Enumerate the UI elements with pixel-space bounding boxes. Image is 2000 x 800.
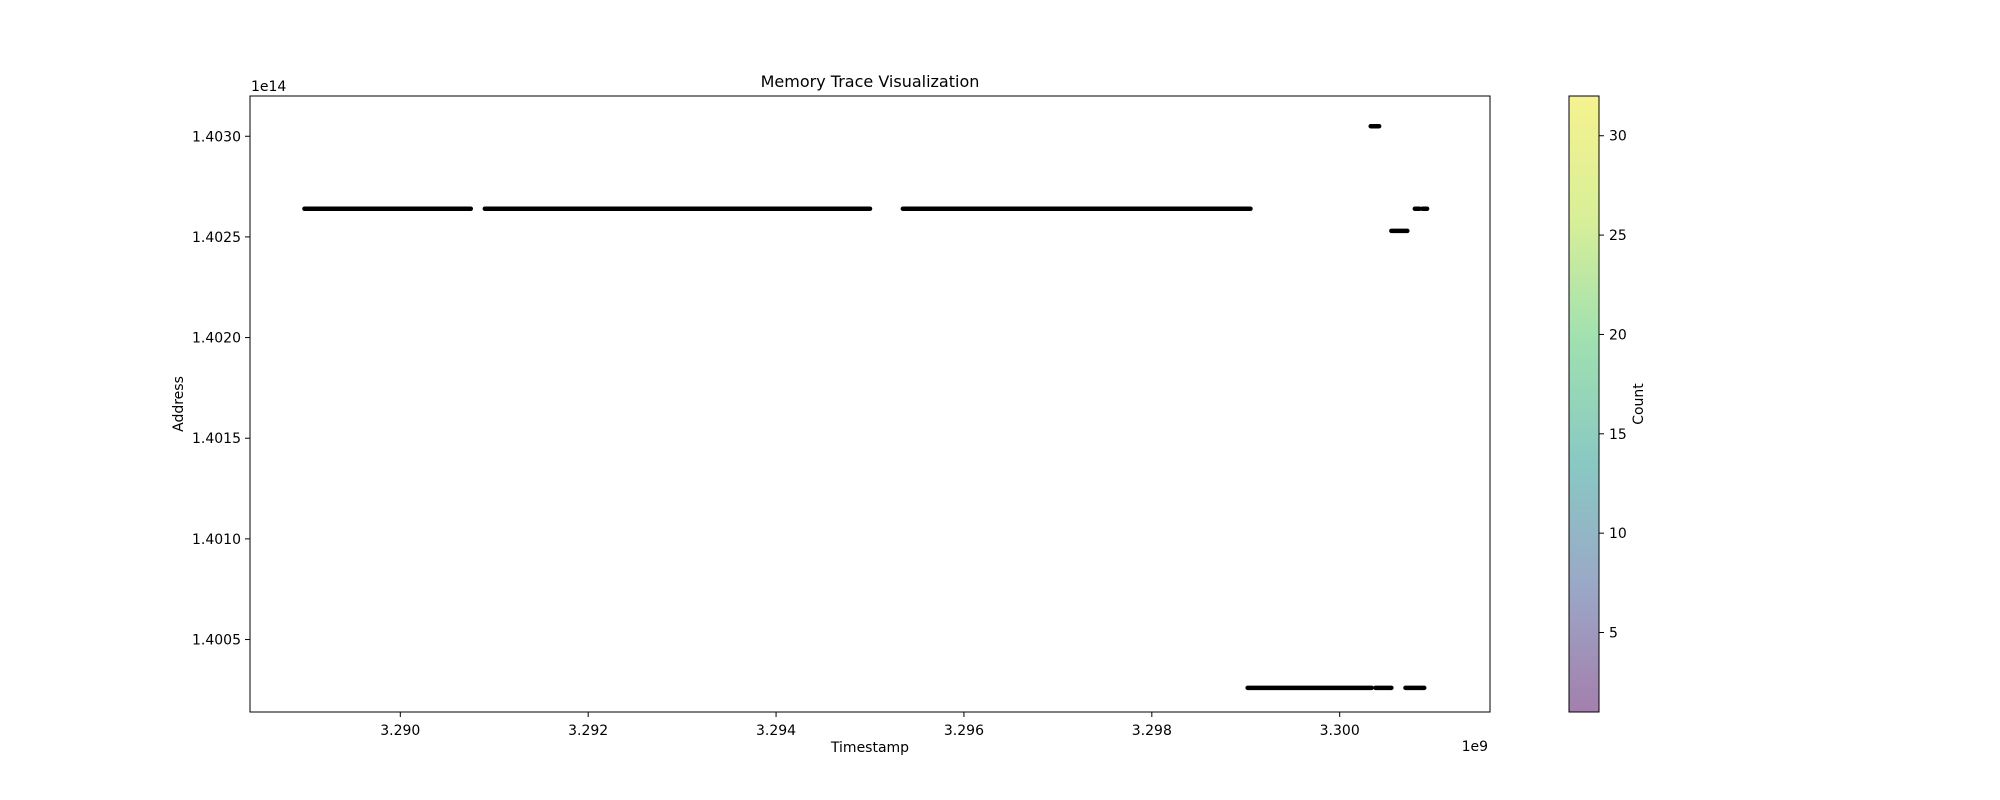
- data-points: [302, 123, 1430, 691]
- x-tick-label: 3.296: [944, 723, 984, 739]
- plot-frame: [249, 95, 1491, 713]
- colorbar: [1568, 95, 1600, 713]
- y-offset-label: 1e14: [251, 79, 286, 95]
- x-axis-ticks: 3.290 3.292 3.294 3.296 3.298 3.300: [380, 712, 1360, 739]
- y-tick-label: 1.4010: [192, 532, 241, 548]
- colorbar-tick-label: 5: [1609, 626, 1618, 642]
- y-tick-label: 1.4025: [192, 230, 241, 246]
- x-tick-label: 3.292: [568, 723, 608, 739]
- colorbar-tick-label: 30: [1609, 129, 1627, 145]
- x-offset-label: 1e9: [1462, 739, 1488, 755]
- colorbar-tick-label: 25: [1609, 228, 1627, 244]
- chart-title: Memory Trace Visualization: [761, 72, 980, 91]
- x-tick-label: 3.290: [380, 723, 420, 739]
- y-axis-label: Address: [171, 376, 187, 432]
- y-tick-label: 1.4015: [192, 431, 241, 447]
- colorbar-ticks: 5 10 15 20 25 30: [1599, 129, 1627, 642]
- y-tick-label: 1.4005: [192, 633, 241, 649]
- colorbar-tick-label: 15: [1609, 427, 1627, 443]
- y-axis-ticks: 1.4005 1.4010 1.4015 1.4020 1.4025 1.4030: [192, 129, 250, 649]
- colorbar-label: Count: [1631, 383, 1647, 425]
- x-tick-label: 3.300: [1320, 723, 1360, 739]
- x-tick-label: 3.298: [1132, 723, 1172, 739]
- y-tick-label: 1.4030: [192, 129, 241, 145]
- x-tick-label: 3.294: [756, 723, 796, 739]
- colorbar-tick-label: 10: [1609, 526, 1627, 542]
- colorbar-tick-label: 20: [1609, 327, 1627, 343]
- x-axis-label: Timestamp: [830, 740, 909, 756]
- y-tick-label: 1.4020: [192, 331, 241, 347]
